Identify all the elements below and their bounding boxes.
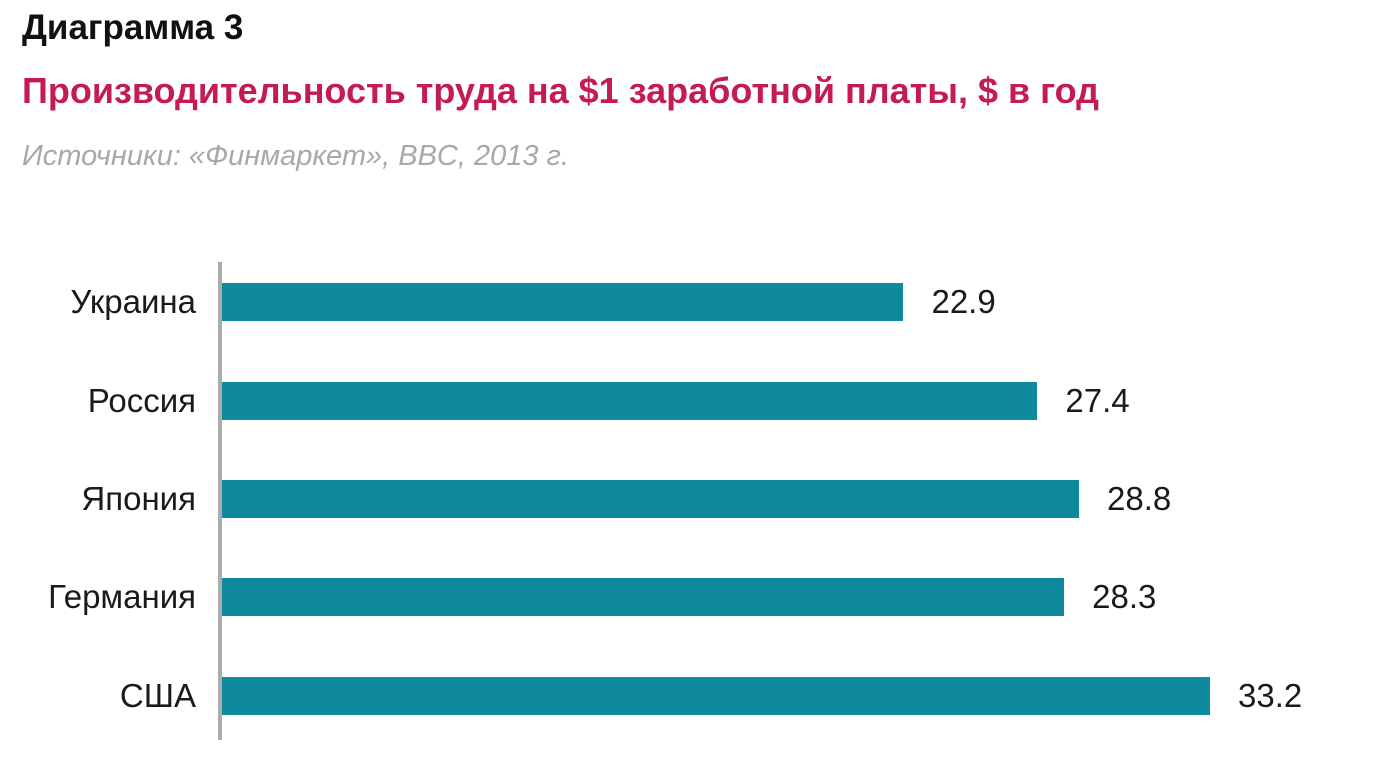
- bar: [222, 676, 1210, 715]
- bar-rows-container: Украина 22.9 Россия 27.4 Япония 28.8 Германия 2…: [22, 253, 1382, 745]
- bar-row: Украина 22.9: [22, 253, 1382, 351]
- bar-row: США 33.2: [22, 647, 1382, 745]
- chart-source: Источники: «Финмаркет», BBC, 2013 г.: [22, 140, 569, 172]
- bar-row: Япония 28.8: [22, 450, 1382, 548]
- bar-track: 27.4: [218, 351, 1382, 449]
- category-label: США: [119, 676, 196, 714]
- bar-track: 28.8: [218, 450, 1382, 548]
- category-label: Германия: [48, 578, 196, 616]
- bar: [222, 283, 904, 322]
- chart-title: Производительность труда на $1 заработно…: [22, 70, 1100, 111]
- bar-track: 22.9: [218, 253, 1382, 351]
- category-label: Россия: [87, 381, 196, 419]
- bar-chart: Украина 22.9 Россия 27.4 Япония 28.8 Германия 2…: [22, 253, 1382, 746]
- category-label: Украина: [70, 283, 196, 321]
- bar: [222, 479, 1080, 518]
- value-label: 33.2: [1238, 676, 1303, 714]
- category-label: Япония: [81, 479, 196, 517]
- y-axis-line: [218, 262, 222, 740]
- value-label: 28.3: [1092, 578, 1157, 616]
- value-label: 22.9: [931, 283, 996, 321]
- bar: [222, 578, 1065, 617]
- value-label: 28.8: [1107, 479, 1172, 517]
- value-label: 27.4: [1065, 381, 1130, 419]
- bar-row: Германия 28.3: [22, 548, 1382, 646]
- bar-row: Россия 27.4: [22, 351, 1382, 449]
- bar-track: 28.3: [218, 548, 1382, 646]
- bar-track: 33.2: [218, 647, 1382, 745]
- chart-number-heading: Диаграмма 3: [22, 8, 244, 47]
- bar: [222, 381, 1038, 420]
